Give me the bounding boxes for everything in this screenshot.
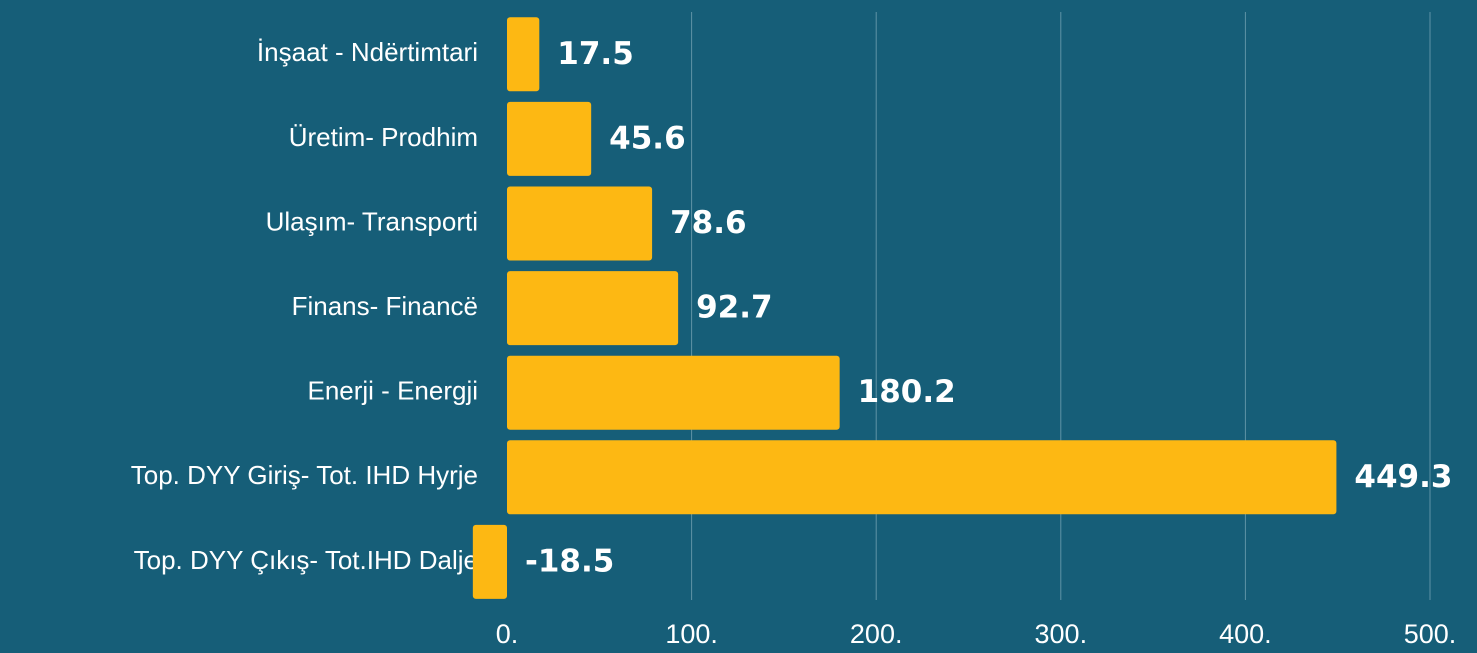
value-label: 180.2: [858, 374, 956, 410]
x-tick-label: 300.: [1035, 619, 1088, 649]
x-tick-label: 0.: [496, 619, 519, 649]
bar: [472, 524, 507, 599]
value-label: 449.3: [1354, 459, 1452, 495]
bar: [507, 355, 840, 430]
y-tick-label: İnşaat - Ndërtimtari: [257, 37, 478, 67]
value-label: 17.5: [557, 36, 634, 72]
bar: [507, 17, 540, 92]
x-tick-label: 200.: [850, 619, 903, 649]
value-label: 78.6: [670, 205, 747, 241]
bar: [507, 186, 653, 261]
bar: [507, 271, 679, 346]
y-tick-label: Üretim- Prodhim: [289, 122, 478, 152]
value-label: -18.5: [525, 543, 614, 579]
x-tick-label: 400.: [1219, 619, 1272, 649]
y-tick-label: Top. DYY Giriş- Tot. IHD Hyrje: [131, 460, 478, 490]
y-tick-label: Top. DYY Çıkış- Tot.IHD Dalje: [134, 545, 478, 575]
x-tick-label: 100.: [665, 619, 718, 649]
x-tick-label: 500.: [1404, 619, 1457, 649]
value-label: 92.7: [696, 290, 773, 326]
bar: [507, 440, 1337, 515]
value-label: 45.6: [609, 120, 686, 156]
y-tick-label: Finans- Financë: [292, 291, 478, 321]
y-tick-label: Enerji - Energji: [307, 376, 478, 406]
y-tick-label: Ulaşım- Transporti: [266, 206, 478, 236]
bar: [507, 101, 592, 176]
